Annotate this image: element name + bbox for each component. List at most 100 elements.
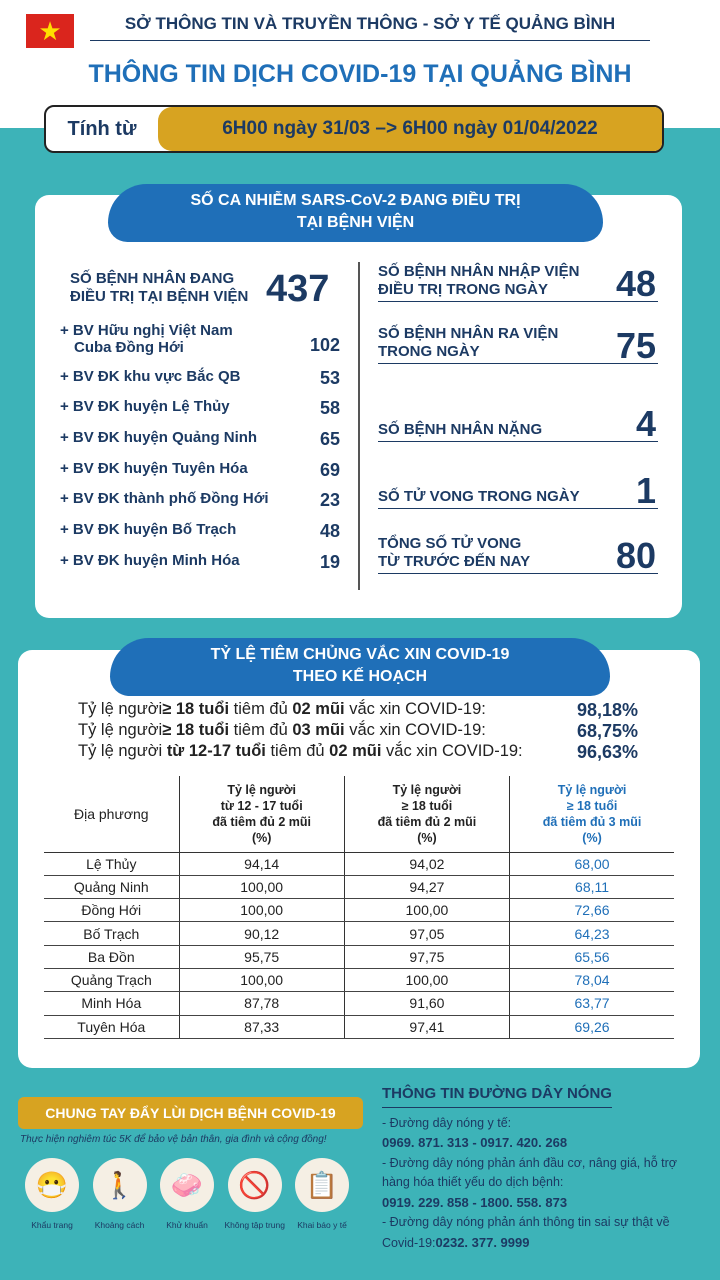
stat-label: SỐ TỬ VONG TRONG NGÀY (378, 488, 580, 505)
column-header: Tỷ lệ người từ 12 - 17 tuổi đã tiêm đủ 2 m… (178, 776, 345, 853)
table-cell: Quảng Trạch (44, 968, 180, 993)
summary-row: Tỷ lệ người≥ 18 tuổi tiêm đủ 03 mũi vắc … (78, 721, 638, 742)
table-cell: 69,26 (509, 1015, 674, 1039)
title-line: SỐ CA NHIỄM SARS-CoV-2 ĐANG ĐIỀU TRỊ (190, 192, 521, 209)
treatment-title: SỐ CA NHIỄM SARS-CoV-2 ĐANG ĐIỀU TRỊ TẠI … (108, 184, 603, 242)
hotline-desc: - Đường dây nóng phản ánh đầu cơ, nâng g… (382, 1155, 677, 1190)
hospital-row: + BV ĐK thành phố Đồng Hới 23 (60, 490, 340, 511)
hospital-name: + BV ĐK huyện Tuyên Hóa (60, 460, 248, 477)
table-cell: 100,00 (178, 875, 345, 900)
disinfect-icon: 🧼 (160, 1158, 214, 1212)
table-cell: Đồng Hới (44, 898, 180, 923)
table-row: Quảng Ninh 100,00 94,27 68,11 (44, 875, 674, 900)
hotline-section: THÔNG TIN ĐƯỜNG DÂY NÓNG - Đường dây nón… (382, 1084, 702, 1253)
hospital-name: + BV Hữu nghị Việt Nam Cuba Đồng Hới (60, 322, 233, 356)
summary-label: Tỷ lệ người từ 12-17 tuổi tiêm đủ 02 mũi… (78, 742, 523, 760)
table-row: Minh Hóa 87,78 91,60 63,77 (44, 991, 674, 1016)
hospital-count: 69 (319, 460, 340, 480)
summary-value: 96,63% (576, 742, 638, 762)
hospital-row: + BV ĐK khu vực Bắc QB 53 (60, 368, 340, 389)
summary-label: Tỷ lệ người≥ 18 tuổi tiêm đủ 03 mũi vắc … (78, 721, 486, 739)
table-cell: 97,75 (343, 945, 510, 969)
campaign-banner: CHUNG TAY ĐẨY LÙI DỊCH BỆNH COVID-19 (18, 1097, 363, 1129)
hospital-name: + BV ĐK huyện Minh Hóa (60, 552, 240, 569)
hospital-row: + BV ĐK huyện Tuyên Hóa 69 (60, 460, 340, 481)
total-value: 437 (266, 268, 330, 310)
hospital-count: 65 (319, 429, 340, 449)
table-cell: 68,11 (509, 875, 674, 900)
stat-label: SỐ BỆNH NHÂN NẶNG (378, 421, 543, 438)
summary-value: 68,75% (576, 721, 638, 741)
hotline-desc: - Đường dây nóng phản ánh thông tin sai … (382, 1215, 670, 1250)
title-line: THEO KẾ HOẠCH (292, 668, 428, 685)
hospital-name: + BV ĐK thành phố Đồng Hới (60, 490, 269, 507)
hospital-count: 102 (309, 335, 340, 355)
hospital-count: 53 (319, 368, 340, 388)
column-header: Địa phương (44, 776, 180, 853)
table-cell: 90,12 (178, 921, 345, 946)
vaccine-title: TỶ LỆ TIÊM CHỦNG VẮC XIN COVID-19 THEO KẾ… (110, 638, 610, 696)
table-cell: Ba Đồn (44, 945, 180, 969)
table-cell: 65,56 (509, 945, 674, 969)
table-cell: 94,14 (178, 852, 345, 876)
stat-item: SỐ TỬ VONG TRONG NGÀY 1 (378, 465, 658, 511)
total-label: SỐ BỆNH NHÂN ĐANG ĐIỀU TRỊ TẠI BỆNH VIỆN (70, 270, 248, 306)
hotline-title: THÔNG TIN ĐƯỜNG DÂY NÓNG (382, 1084, 612, 1108)
range-label: Tính từ (67, 117, 137, 140)
hospital-name: + BV ĐK khu vực Bắc QB (60, 368, 241, 385)
hotline-phone: 0919. 229. 858 - 1800. 558. 873 (382, 1194, 568, 1210)
table-cell: 87,78 (178, 991, 345, 1016)
hospital-row: + BV ĐK huyện Quảng Ninh 65 (60, 429, 340, 450)
hotline-desc: - Đường dây nóng y tế: (382, 1115, 512, 1130)
table-cell: 72,66 (509, 898, 674, 923)
table-cell: 94,02 (343, 852, 510, 876)
table-cell: 63,77 (509, 991, 674, 1016)
vietnam-flag-icon: ★ (26, 14, 74, 48)
stat-item: SỐ BỆNH NHÂN NHẬP VIỆN ĐIỀU TRỊ TRONG NGÀ… (378, 258, 658, 304)
table-row: Quảng Trạch 100,00 100,00 78,04 (44, 968, 674, 993)
table-cell: 100,00 (343, 968, 510, 993)
hotline-phone: 0969. 871. 313 - 0917. 420. 268 (382, 1135, 568, 1150)
hospital-count: 58 (319, 398, 340, 418)
table-cell: 87,33 (178, 1015, 345, 1039)
table-cell: Quảng Ninh (44, 875, 180, 900)
label-line: SỐ BỆNH NHÂN ĐANG (70, 270, 235, 287)
distance-icon: 🚶 (92, 1158, 147, 1212)
5k-label: Khai báo y tế (297, 1220, 347, 1230)
mask-icon: 😷 (25, 1158, 79, 1212)
title-line: TỶ LỆ TIÊM CHỦNG VẮC XIN COVID-19 (210, 646, 510, 663)
stat-item: SỐ BỆNH NHÂN RA VIỆN TRONG NGÀY 75 (378, 320, 658, 366)
slogan: Thực hiện nghiêm túc 5K để bảo vệ bản th… (20, 1134, 327, 1145)
stat-label: SỐ BỆNH NHÂN NHẬP VIỆN ĐIỀU TRỊ TRONG NGÀ… (378, 263, 580, 298)
hospital-row: + BV Hữu nghị Việt Nam Cuba Đồng Hới 102 (60, 322, 340, 356)
summary-value: 98,18% (576, 700, 638, 720)
table-cell: 100,00 (178, 968, 345, 993)
stat-label: SỐ BỆNH NHÂN RA VIỆN TRONG NGÀY (378, 325, 559, 360)
table-cell: Bố Trạch (44, 921, 180, 946)
page-title: THÔNG TIN DỊCH COVID-19 TẠI QUẢNG BÌNH (88, 60, 632, 88)
hospital-count: 19 (319, 552, 340, 572)
table-cell: Lệ Thủy (44, 852, 180, 876)
hospital-name: + BV ĐK huyện Quảng Ninh (60, 429, 258, 446)
summary-row: Tỷ lệ người từ 12-17 tuổi tiêm đủ 02 mũi… (78, 742, 638, 763)
divider (358, 262, 360, 590)
5k-item: 🚫 Không tập trung (225, 1158, 285, 1230)
5k-item: 😷 Khẩu trang (22, 1158, 82, 1230)
stat-value: 1 (635, 470, 656, 511)
title-line: TẠI BỆNH VIỆN (296, 214, 415, 231)
column-header: Tỷ lệ người ≥ 18 tuổi đã tiêm đủ 3 mũi (%) (509, 776, 674, 853)
stat-value: 80 (615, 535, 656, 576)
hospital-row: + BV ĐK huyện Bố Trạch 48 (60, 521, 340, 542)
table-cell: 91,60 (343, 991, 510, 1016)
table-cell: 97,41 (343, 1015, 510, 1039)
column-header: Tỷ lệ người ≥ 18 tuổi đã tiêm đủ 2 mũi (%) (343, 776, 510, 853)
organization: SỞ THÔNG TIN VÀ TRUYỀN THÔNG - SỞ Y TẾ Q… (90, 14, 650, 41)
stat-value: 75 (615, 325, 656, 366)
stat-value: 48 (615, 263, 656, 304)
stat-value: 4 (635, 403, 656, 444)
hospital-row: + BV ĐK huyện Minh Hóa 19 (60, 552, 340, 573)
hospital-name: + BV ĐK huyện Bố Trạch (60, 521, 237, 538)
5k-item: 🚶 Khoảng cách (90, 1158, 150, 1230)
5k-label: Khử khuẩn (166, 1220, 208, 1230)
table-cell: Minh Hóa (44, 991, 180, 1016)
